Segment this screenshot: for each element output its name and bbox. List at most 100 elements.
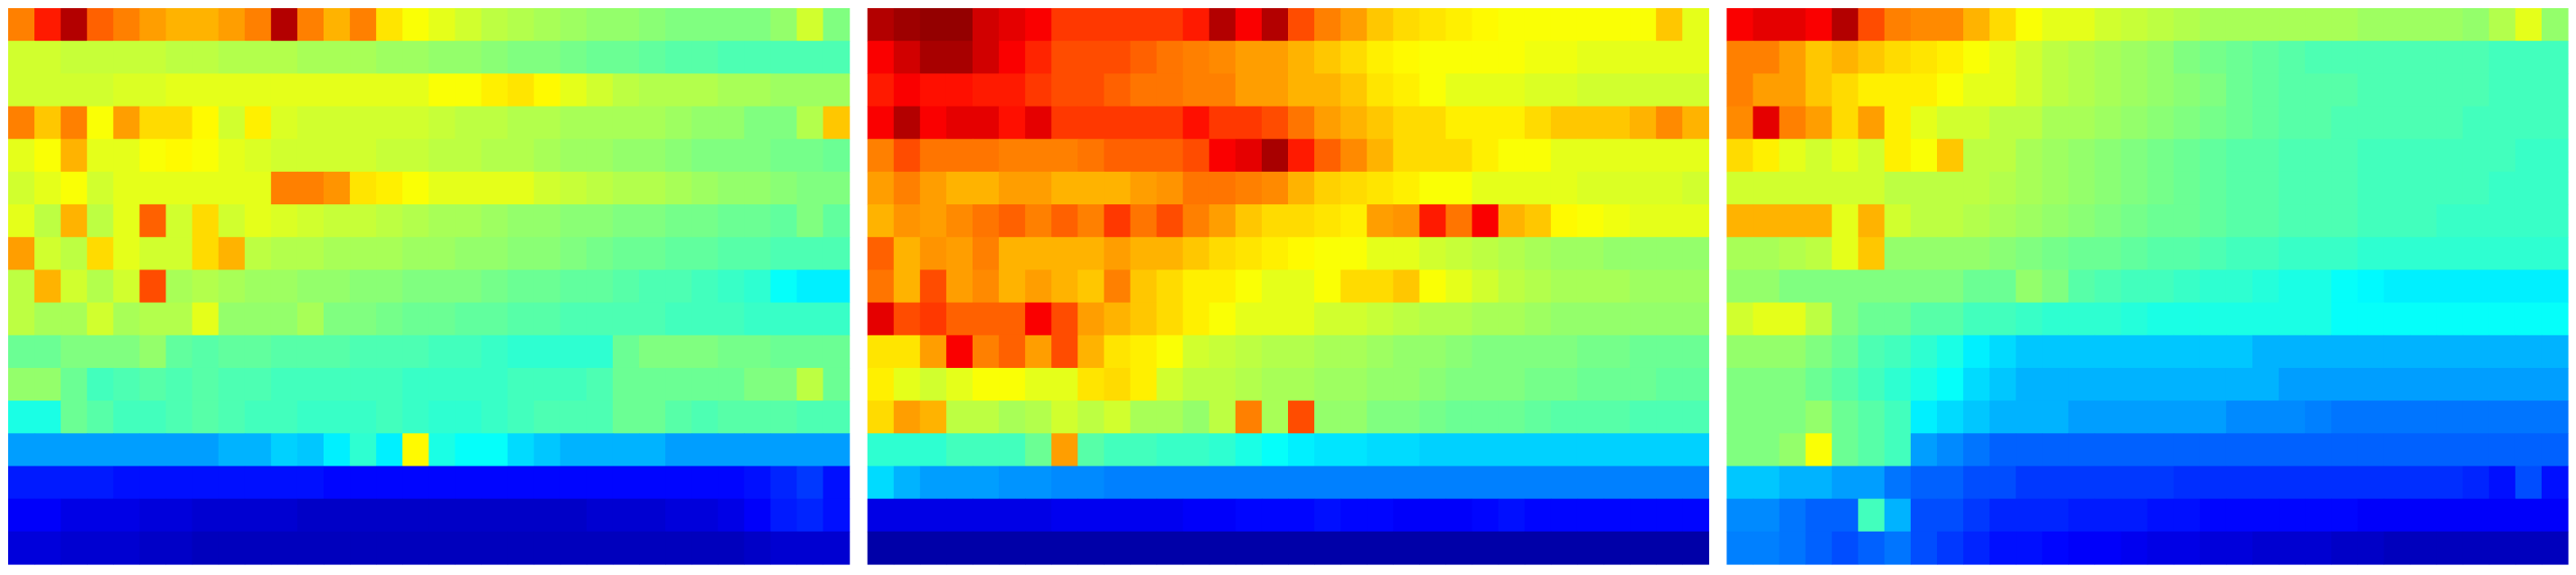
heatmap-cell xyxy=(1340,41,1368,74)
heatmap-cell xyxy=(1682,138,1709,173)
heatmap-cell xyxy=(2094,106,2122,140)
heatmap-cell xyxy=(2515,433,2543,467)
heatmap-cell xyxy=(1051,466,1078,500)
heatmap-cell xyxy=(1550,433,1578,467)
heatmap-cell xyxy=(1910,237,1938,271)
heatmap-cell xyxy=(639,335,666,369)
heatmap-cell xyxy=(2094,237,2122,271)
heatmap-cell xyxy=(999,204,1026,238)
heatmap-cell xyxy=(533,237,561,271)
heatmap-cell xyxy=(1779,302,1807,336)
heatmap-cell xyxy=(87,138,114,173)
heatmap-cell xyxy=(945,498,973,533)
heatmap-cell xyxy=(1963,138,1990,173)
heatmap-cell xyxy=(1831,73,1859,108)
heatmap-cell xyxy=(945,106,973,140)
heatmap-cell xyxy=(2357,466,2385,500)
heatmap-cell xyxy=(796,367,824,401)
heatmap-cell xyxy=(2279,466,2306,500)
heatmap-cell xyxy=(945,8,973,42)
heatmap-cell xyxy=(1779,237,1807,271)
heatmap-cell xyxy=(1682,498,1709,533)
heatmap-cell xyxy=(1550,335,1578,369)
heatmap-cell xyxy=(823,466,851,500)
heatmap-cell xyxy=(796,498,824,533)
heatmap-cell xyxy=(1445,498,1473,533)
heatmap-cell xyxy=(1726,106,1754,140)
heatmap-cell xyxy=(2147,466,2175,500)
heatmap-cell xyxy=(2357,531,2385,565)
heatmap-cell xyxy=(481,41,509,74)
heatmap-cell xyxy=(192,466,220,500)
heatmap-cell xyxy=(2305,237,2332,271)
heatmap-cell xyxy=(2541,138,2569,173)
heatmap-cell xyxy=(1130,498,1158,533)
heatmap-cell xyxy=(1524,269,1552,304)
heatmap-cell xyxy=(867,466,895,500)
heatmap-cell xyxy=(402,171,429,205)
heatmap-cell xyxy=(1630,204,1657,238)
heatmap-cell xyxy=(1182,204,1210,238)
heatmap-cell xyxy=(2225,335,2253,369)
heatmap-cell xyxy=(2488,138,2516,173)
heatmap-cell xyxy=(2252,498,2280,533)
heatmap-cell xyxy=(1104,171,1132,205)
heatmap-cell xyxy=(1656,8,1683,42)
heatmap-cell xyxy=(428,466,456,500)
heatmap-cell xyxy=(2147,335,2175,369)
heatmap-cell xyxy=(428,204,456,238)
heatmap-cell xyxy=(244,106,272,140)
heatmap-cell xyxy=(2068,41,2096,74)
heatmap-cell xyxy=(402,498,429,533)
heatmap-cell xyxy=(1208,367,1236,401)
heatmap-cell xyxy=(244,401,272,434)
heatmap-cell xyxy=(165,138,193,173)
heatmap-cell xyxy=(744,8,772,42)
heatmap-cell xyxy=(218,237,246,271)
heatmap-cell xyxy=(87,41,114,74)
heatmap-cell xyxy=(376,8,403,42)
heatmap-cell xyxy=(1805,237,1833,271)
heatmap-cell xyxy=(507,466,535,500)
heatmap-cell xyxy=(1989,204,2017,238)
heatmap-cell xyxy=(1963,237,1990,271)
heatmap-cell xyxy=(270,401,298,434)
heatmap-cell xyxy=(2462,73,2490,108)
heatmap-cell xyxy=(1340,237,1368,271)
heatmap-cell xyxy=(1831,335,1859,369)
heatmap-cell xyxy=(1077,466,1105,500)
heatmap-cell xyxy=(2068,367,2096,401)
heatmap-cell xyxy=(2068,335,2096,369)
heatmap-cell xyxy=(999,466,1026,500)
heatmap-cell xyxy=(612,498,640,533)
heatmap-cell xyxy=(2331,367,2358,401)
heatmap-cell xyxy=(1261,171,1289,205)
heatmap-cell xyxy=(1314,531,1341,565)
heatmap-cell xyxy=(1182,138,1210,173)
heatmap-cell xyxy=(1682,335,1709,369)
heatmap-cell xyxy=(1419,531,1447,565)
heatmap-cell xyxy=(796,138,824,173)
heatmap-cell xyxy=(1393,401,1421,434)
heatmap-cell xyxy=(1367,367,1394,401)
heatmap-cell xyxy=(2042,106,2070,140)
heatmap-cell xyxy=(1989,335,2017,369)
heatmap-cell xyxy=(2488,106,2516,140)
heatmap-cell xyxy=(718,335,745,369)
heatmap-cell xyxy=(1498,41,1526,74)
heatmap-cell xyxy=(691,269,719,304)
heatmap-cell xyxy=(1445,106,1473,140)
heatmap-cell xyxy=(2068,433,2096,467)
heatmap-cell xyxy=(893,171,921,205)
heatmap-cell xyxy=(2252,204,2280,238)
heatmap-cell xyxy=(1051,8,1078,42)
heatmap-cell xyxy=(1550,531,1578,565)
heatmap-cell xyxy=(1831,302,1859,336)
heatmap-cell xyxy=(1656,335,1683,369)
heatmap-cell xyxy=(1576,41,1604,74)
heatmap-cell xyxy=(919,498,947,533)
heatmap-cell xyxy=(559,106,588,140)
heatmap-cell xyxy=(973,8,1000,42)
